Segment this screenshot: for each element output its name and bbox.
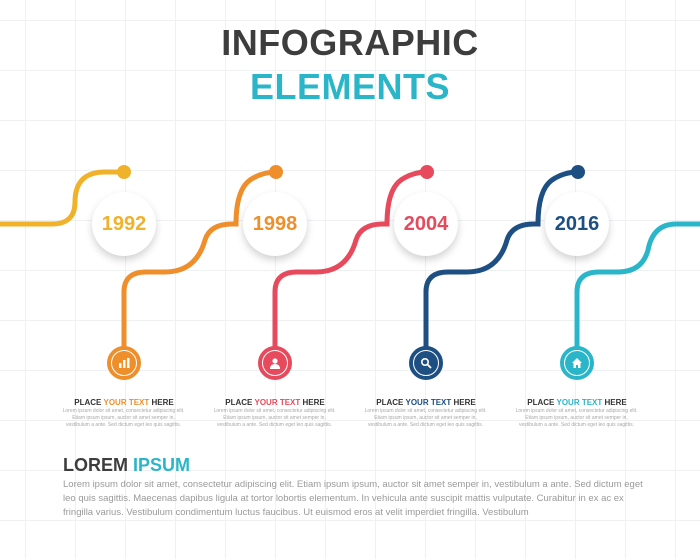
label-suffix: HERE <box>300 398 325 407</box>
label-suffix: HERE <box>602 398 627 407</box>
icon-badge-3 <box>409 346 443 380</box>
stem-1998-line <box>272 169 430 353</box>
year-circle-2016: 2016 <box>545 192 609 256</box>
label-prefix: PLACE <box>527 398 557 407</box>
milestone-label-4: PLACE YOUR TEXT HERE <box>512 398 642 407</box>
dot-2004 <box>420 165 434 179</box>
dot-2016 <box>571 165 585 179</box>
label-suffix: HERE <box>149 398 174 407</box>
year-circle-1992: 1992 <box>92 192 156 256</box>
footer-title-main: LOREM <box>63 455 128 475</box>
milestone-text-2: Lorem ipsum dolor sit amet, consectetur … <box>213 408 336 428</box>
milestone-text-3: Lorem ipsum dolor sit amet, consectetur … <box>364 408 487 428</box>
year-label: 2004 <box>403 212 449 235</box>
label-prefix: PLACE <box>376 398 406 407</box>
icon-badge-2 <box>258 346 292 380</box>
home-icon <box>565 351 589 375</box>
milestone-text-1: Lorem ipsum dolor sit amet, consectetur … <box>62 408 185 428</box>
dot-1998 <box>269 165 283 179</box>
stem-1992-line <box>121 169 279 353</box>
stem-2004-line <box>423 169 581 353</box>
user-icon <box>263 351 287 375</box>
label-highlight: YOUR TEXT <box>405 398 452 407</box>
label-highlight: YOUR TEXT <box>556 398 603 407</box>
path-1992 <box>0 169 124 227</box>
year-label: 1992 <box>101 212 147 235</box>
milestone-label-2: PLACE YOUR TEXT HERE <box>210 398 340 407</box>
year-circle-2004: 2004 <box>394 192 458 256</box>
label-prefix: PLACE <box>225 398 255 407</box>
stem-2016-line <box>574 221 700 350</box>
footer-body: Lorem ipsum dolor sit amet, consectetur … <box>63 479 643 518</box>
search-icon <box>414 351 438 375</box>
label-prefix: PLACE <box>74 398 104 407</box>
footer-title: LOREM IPSUM <box>63 455 190 476</box>
label-suffix: HERE <box>451 398 476 407</box>
chart-icon <box>112 351 136 375</box>
milestone-label-3: PLACE YOUR TEXT HERE <box>361 398 491 407</box>
year-label: 2016 <box>554 212 600 235</box>
milestone-label-1: PLACE YOUR TEXT HERE <box>59 398 189 407</box>
year-circle-1998: 1998 <box>243 192 307 256</box>
icon-badge-1 <box>107 346 141 380</box>
dot-1992 <box>117 165 131 179</box>
footer-title-accent: IPSUM <box>133 455 191 475</box>
label-highlight: YOUR TEXT <box>103 398 150 407</box>
milestone-text-4: Lorem ipsum dolor sit amet, consectetur … <box>515 408 638 428</box>
title-line-1: INFOGRAPHIC <box>221 22 479 63</box>
year-label: 1998 <box>252 212 298 235</box>
label-highlight: YOUR TEXT <box>254 398 301 407</box>
icon-badge-4 <box>560 346 594 380</box>
title-line-2: ELEMENTS <box>249 66 450 107</box>
